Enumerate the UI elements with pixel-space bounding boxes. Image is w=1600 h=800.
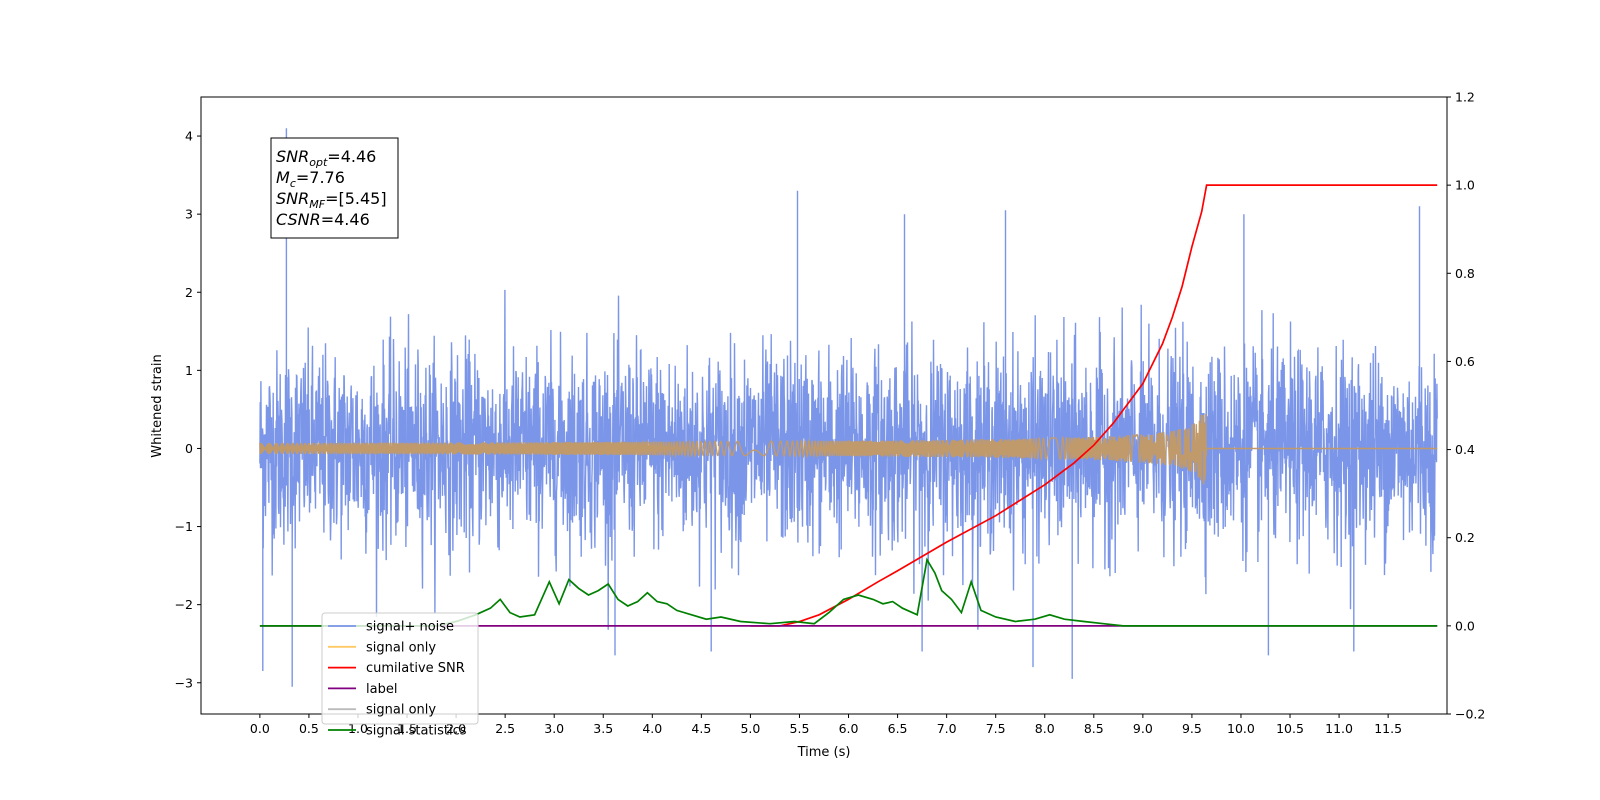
y-axis-left-label: Whitened strain bbox=[150, 354, 165, 457]
annotation-line: CSNR=4.46 bbox=[276, 210, 370, 229]
x-tick-label: 2.5 bbox=[495, 721, 515, 736]
x-tick-label: 9.5 bbox=[1182, 721, 1202, 736]
annotation-line: SNRMF=[5.45] bbox=[276, 189, 387, 211]
x-tick-label: 6.0 bbox=[839, 721, 859, 736]
x-tick-label: 9.0 bbox=[1133, 721, 1153, 736]
y-right-tick-label: 0.6 bbox=[1455, 354, 1475, 369]
y-left-tick-label: 3 bbox=[185, 207, 193, 222]
y-axis-left: 4 3 2 1 0 −1 −2 −3 bbox=[175, 129, 201, 690]
annotation-line: Mc=7.76 bbox=[276, 168, 345, 190]
y-right-tick-label: 0.2 bbox=[1455, 530, 1475, 545]
y-left-tick-label: 4 bbox=[185, 129, 193, 144]
x-tick-label: 5.0 bbox=[740, 721, 760, 736]
x-tick-label: 3.0 bbox=[544, 721, 564, 736]
x-tick-label: 4.0 bbox=[642, 721, 662, 736]
x-tick-label: 0.5 bbox=[299, 721, 319, 736]
series-signal-noise bbox=[259, 128, 1438, 687]
y-left-tick-label: 0 bbox=[185, 441, 193, 456]
y-left-tick-label: 2 bbox=[185, 285, 193, 300]
y-right-tick-label: 1.0 bbox=[1455, 178, 1475, 193]
legend-entry: label bbox=[366, 682, 397, 697]
y-right-tick-label: 0.4 bbox=[1455, 442, 1475, 457]
x-tick-label: 10.5 bbox=[1276, 721, 1304, 736]
x-tick-label: 4.5 bbox=[691, 721, 711, 736]
x-tick-label: 10.0 bbox=[1227, 721, 1255, 736]
x-tick-label: 2.0 bbox=[446, 721, 466, 736]
legend-frame bbox=[321, 612, 479, 725]
series-layer bbox=[259, 128, 1438, 687]
x-tick-label: 5.5 bbox=[790, 721, 810, 736]
legend-entry: signal statistics bbox=[366, 724, 467, 739]
plot-frame bbox=[200, 96, 1448, 715]
y-right-tick-label: 1.2 bbox=[1455, 90, 1475, 105]
y-right-tick-label: 0.8 bbox=[1455, 266, 1475, 281]
x-tick-label: 1.0 bbox=[348, 721, 368, 736]
annotation-line: SNRopt=4.46 bbox=[276, 147, 376, 169]
y-left-tick-label: 1 bbox=[185, 363, 193, 378]
series-signal-statistics bbox=[259, 557, 1438, 627]
legend-entry: signal+ noise bbox=[366, 620, 454, 635]
y-right-tick-label: 0.0 bbox=[1455, 618, 1475, 633]
legend-entry: cumilative SNR bbox=[366, 661, 465, 676]
legend-entry: signal only bbox=[366, 640, 436, 655]
y-right-tick-label: −0.2 bbox=[1455, 707, 1485, 722]
x-tick-label: 8.0 bbox=[1035, 721, 1055, 736]
legend-entry: signal only bbox=[366, 703, 436, 718]
x-tick-label: 0.0 bbox=[250, 721, 270, 736]
x-tick-label: 11.5 bbox=[1374, 721, 1402, 736]
x-tick-label: 7.0 bbox=[937, 721, 957, 736]
x-tick-label: 7.5 bbox=[986, 721, 1006, 736]
x-axis: 0.0 0.5 1.0 1.5 2.0 2.5 3.0 3.5 4.0 4.5 5.0 5.5 6.0 6… bbox=[250, 714, 1402, 736]
series-signal-only bbox=[259, 413, 1438, 485]
x-tick-label: 3.5 bbox=[593, 721, 613, 736]
y-left-tick-label: −2 bbox=[175, 597, 193, 612]
x-tick-label: 6.5 bbox=[888, 721, 908, 736]
x-tick-label: 1.5 bbox=[397, 721, 417, 736]
y-axis-right: 1.2 1.0 0.8 0.6 0.4 0.2 0.0 −0.2 bbox=[1447, 90, 1485, 722]
annotation-frame bbox=[270, 137, 399, 239]
y-left-tick-label: −1 bbox=[175, 519, 193, 534]
x-tick-label: 11.0 bbox=[1325, 721, 1353, 736]
legend: signal+ noise signal only cumilative SNR la… bbox=[321, 612, 479, 739]
x-axis-label: Time (s) bbox=[797, 745, 851, 760]
y-left-tick-label: −3 bbox=[175, 675, 193, 690]
x-tick-label: 8.5 bbox=[1084, 721, 1104, 736]
